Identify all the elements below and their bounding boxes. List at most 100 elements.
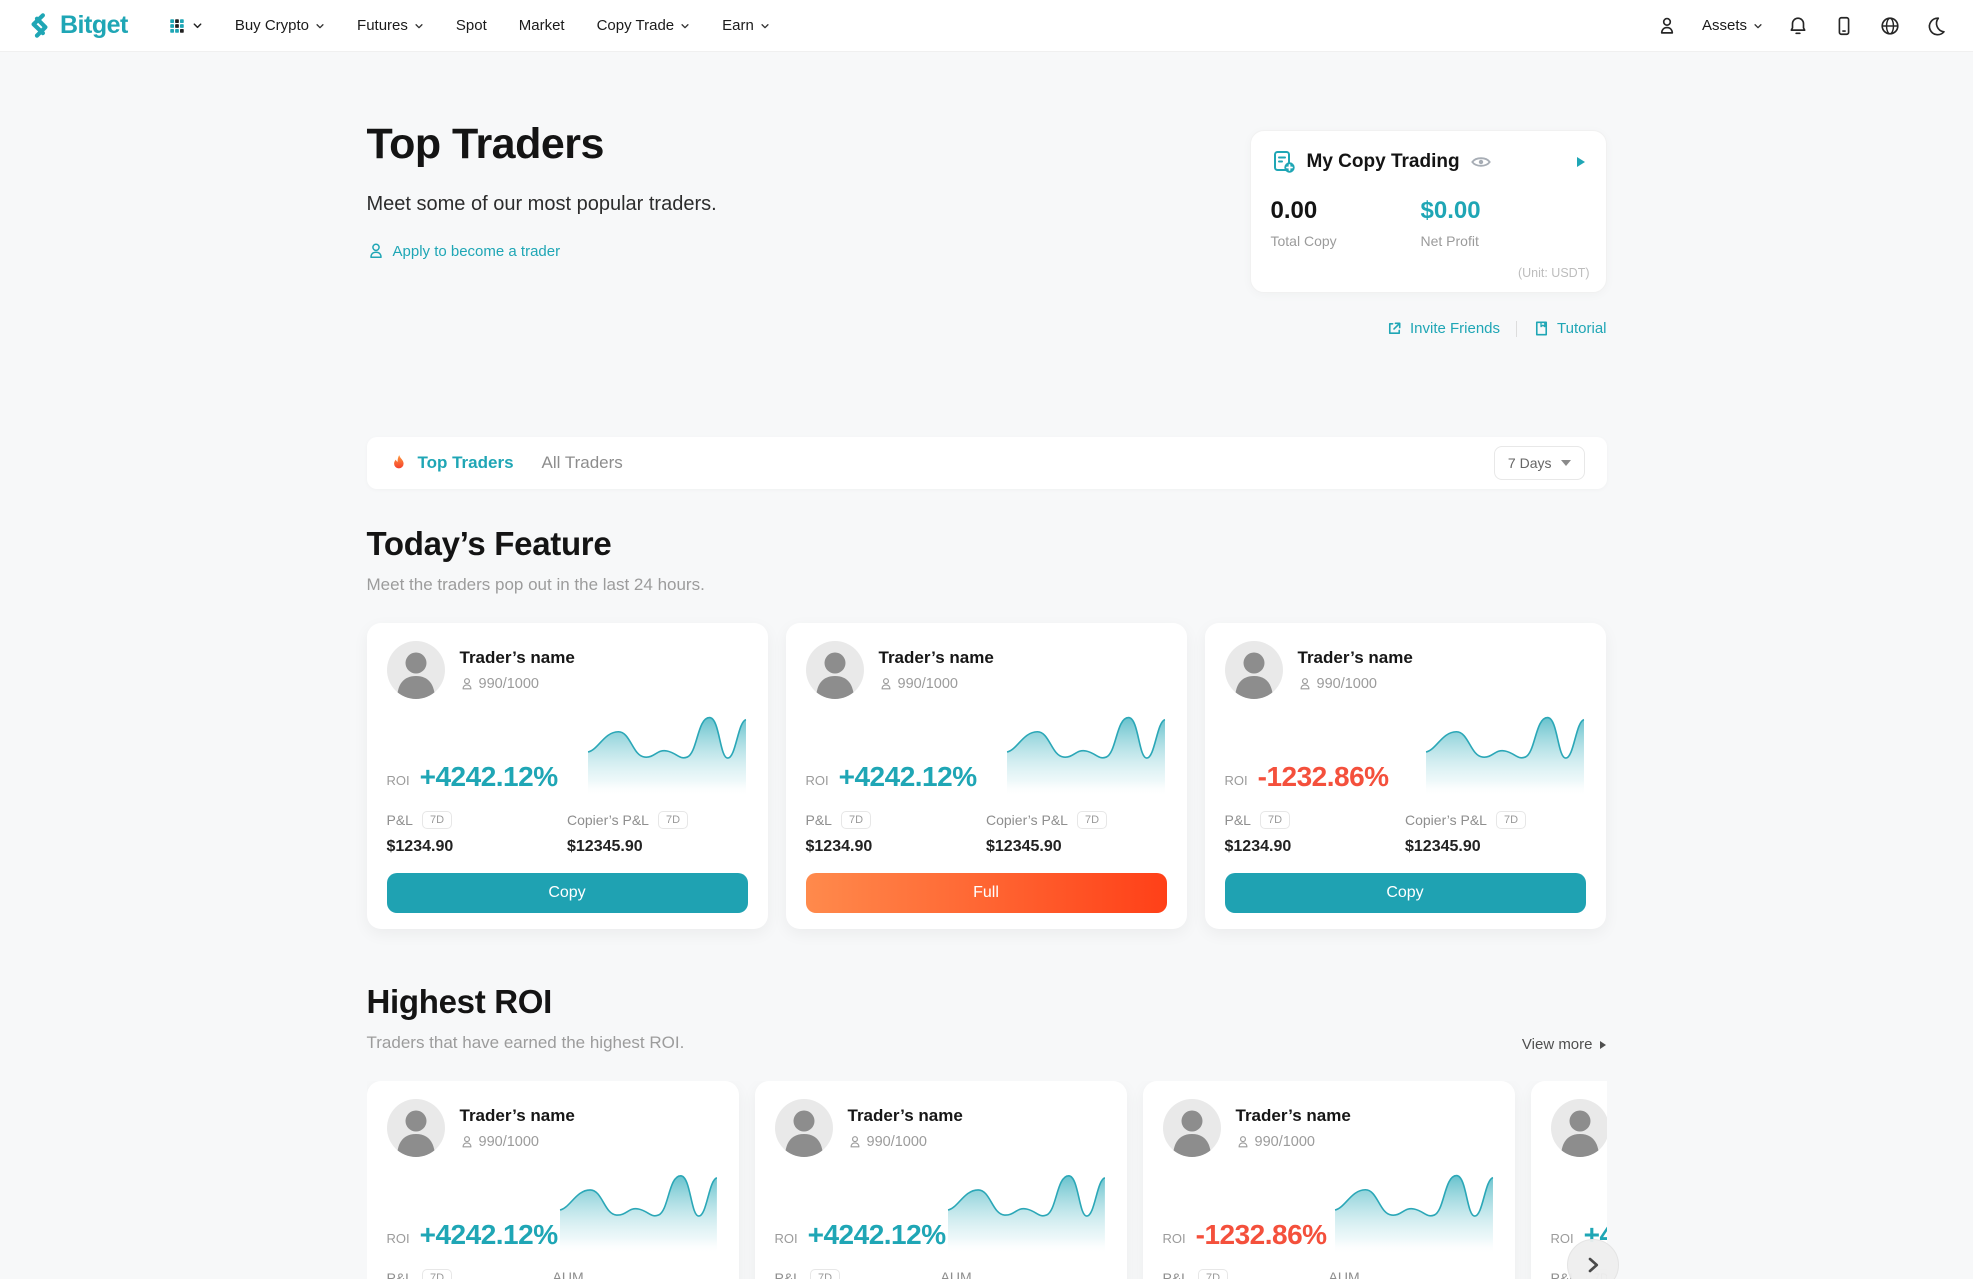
pnl-label: P&L xyxy=(386,1270,413,1279)
avatar[interactable] xyxy=(806,641,864,699)
carousel-next-button[interactable] xyxy=(1566,1239,1619,1279)
brand-wordmark: Bitget xyxy=(60,11,128,39)
net-profit-value: $0.00 xyxy=(1420,197,1481,224)
traders-tabbar: Top Traders All Traders 7 Days xyxy=(366,437,1607,489)
globe-icon[interactable] xyxy=(1879,15,1901,37)
roi-value: +4242.12% xyxy=(419,1219,558,1250)
roi-label: ROI xyxy=(774,1231,798,1246)
grid-icon xyxy=(168,17,186,35)
trader-card[interactable]: Trader’s name 990/1000 ROI -1232.86% xyxy=(1204,623,1606,929)
copy-button[interactable]: Copy xyxy=(386,873,748,913)
roi-value: -1232.86% xyxy=(1257,761,1389,792)
chevron-down-icon xyxy=(1753,21,1763,31)
period-badge: 7D xyxy=(421,811,453,829)
period-badge: 7D xyxy=(809,1269,841,1279)
avatar[interactable] xyxy=(1551,1099,1607,1157)
trader-name[interactable]: Trader’s name xyxy=(459,1106,575,1125)
trader-card[interactable]: Trader’s name 990/1000 ROI +4242.12% xyxy=(785,623,1187,929)
app-grid-menu[interactable] xyxy=(168,17,203,35)
period-badge: 7D xyxy=(421,1269,453,1279)
avatar[interactable] xyxy=(775,1099,833,1157)
view-more-link[interactable]: View more xyxy=(1522,1036,1607,1053)
total-copy-value: 0.00 xyxy=(1270,197,1318,224)
pnl-label: P&L xyxy=(386,812,413,828)
person-icon xyxy=(367,242,385,260)
roi-sparkline-chart xyxy=(1424,707,1586,797)
trader-name[interactable]: Trader’s name xyxy=(878,648,994,667)
period-badge: 7D xyxy=(657,811,689,829)
pnl-label: P&L xyxy=(1162,1270,1189,1279)
aum-label: AUM xyxy=(940,1269,972,1279)
todays-feature-section: Today’s Feature Meet the traders pop out… xyxy=(366,525,1607,929)
trader-card[interactable]: Trader’s name 990/1000 ROI +4242.12% xyxy=(754,1081,1127,1279)
hero-section: Top Traders Meet some of our most popula… xyxy=(367,52,1607,437)
copiers-count: 990/1000 xyxy=(478,676,539,692)
copiers-pnl-label: Copier’s P&L xyxy=(567,812,649,828)
arrow-right-icon xyxy=(1599,1040,1607,1050)
nav-utilities: Assets xyxy=(1656,15,1947,37)
roi-label: ROI xyxy=(386,1231,410,1246)
tab-top-traders[interactable]: Top Traders xyxy=(389,453,514,473)
mobile-app-icon[interactable] xyxy=(1833,15,1855,37)
copiers-pnl-value: $12345.90 xyxy=(567,838,643,855)
copiers-pnl-value: $12345.90 xyxy=(1405,838,1481,855)
roi-label: ROI xyxy=(1224,773,1248,788)
section-title: Highest ROI xyxy=(366,983,553,1020)
expand-arrow-icon[interactable] xyxy=(1576,156,1586,168)
aum-label: AUM xyxy=(1328,1269,1360,1279)
nav-item-buy-crypto[interactable]: Buy Crypto xyxy=(235,17,325,34)
avatar[interactable] xyxy=(387,641,445,699)
dark-mode-moon-icon[interactable] xyxy=(1925,15,1947,37)
chevron-right-icon xyxy=(1584,1256,1602,1274)
copiers-count: 990/1000 xyxy=(1316,676,1377,692)
pnl-value: $1234.90 xyxy=(1224,838,1292,855)
roi-value: +4242.12% xyxy=(838,761,977,792)
assets-menu[interactable]: Assets xyxy=(1702,17,1763,34)
trader-name[interactable]: Trader’s name xyxy=(1297,648,1413,667)
copy-trading-doc-icon xyxy=(1271,149,1297,175)
trader-name[interactable]: Trader’s name xyxy=(459,648,575,667)
apply-to-become-trader-link[interactable]: Apply to become a trader xyxy=(367,242,560,260)
copy-button[interactable]: Copy xyxy=(1224,873,1586,913)
invite-friends-link[interactable]: Invite Friends xyxy=(1386,320,1500,337)
copy-trading-title: My Copy Trading xyxy=(1306,151,1460,172)
roi-sparkline-chart xyxy=(1005,707,1167,797)
avatar[interactable] xyxy=(1225,641,1283,699)
nav-item-spot[interactable]: Spot xyxy=(455,17,487,34)
trader-card[interactable]: Trader’s name 990/1000 ROI +4242.12% xyxy=(366,1081,739,1279)
trader-name[interactable]: Trader’s name xyxy=(1235,1106,1351,1125)
trader-card[interactable]: Trader’s name 990/1000 ROI +4242.12% xyxy=(366,623,768,929)
my-copy-trading-card[interactable]: My Copy Trading 0.00 Total Copy $0.00 Ne… xyxy=(1249,130,1607,293)
roi-sparkline-chart xyxy=(1333,1165,1495,1255)
trader-card[interactable]: Trader’s name 990/1000 ROI -1232.86% xyxy=(1142,1081,1515,1279)
person-icon xyxy=(1298,677,1312,691)
trader-name[interactable]: Trader’s name xyxy=(847,1106,963,1125)
feature-cards-row: Trader’s name 990/1000 ROI +4242.12% xyxy=(366,623,1607,929)
user-icon[interactable] xyxy=(1656,15,1678,37)
copiers-count: 990/1000 xyxy=(478,1134,539,1150)
avatar[interactable] xyxy=(387,1099,445,1157)
bitget-logo[interactable]: Bitget xyxy=(26,11,128,40)
nav-item-copy-trade[interactable]: Copy Trade xyxy=(597,17,691,34)
period-dropdown[interactable]: 7 Days xyxy=(1493,446,1585,480)
tutorial-link[interactable]: Tutorial xyxy=(1533,320,1607,337)
avatar[interactable] xyxy=(1163,1099,1221,1157)
eye-toggle-icon[interactable] xyxy=(1470,151,1492,173)
nav-item-market[interactable]: Market xyxy=(518,17,565,34)
section-subtitle: Meet the traders pop out in the last 24 … xyxy=(366,575,705,594)
nav-item-earn[interactable]: Earn xyxy=(722,17,770,34)
unit-note: (Unit: USDT) xyxy=(1517,266,1590,280)
total-copy-label: Total Copy xyxy=(1270,233,1337,249)
copiers-pnl-label: Copier’s P&L xyxy=(986,812,1068,828)
person-icon xyxy=(460,677,474,691)
copiers-count: 990/1000 xyxy=(1254,1134,1315,1150)
nav-item-futures[interactable]: Futures xyxy=(357,17,424,34)
full-button[interactable]: Full xyxy=(805,873,1167,913)
page-subtitle: Meet some of our most popular traders. xyxy=(366,193,717,215)
period-badge: 7D xyxy=(1076,811,1108,829)
highest-roi-cards-row: Trader’s name 990/1000 ROI +4242.12% xyxy=(366,1081,1607,1279)
bell-icon[interactable] xyxy=(1787,15,1809,37)
tab-all-traders[interactable]: All Traders xyxy=(541,453,623,472)
section-title: Today’s Feature xyxy=(366,525,612,562)
flame-icon xyxy=(389,453,409,473)
